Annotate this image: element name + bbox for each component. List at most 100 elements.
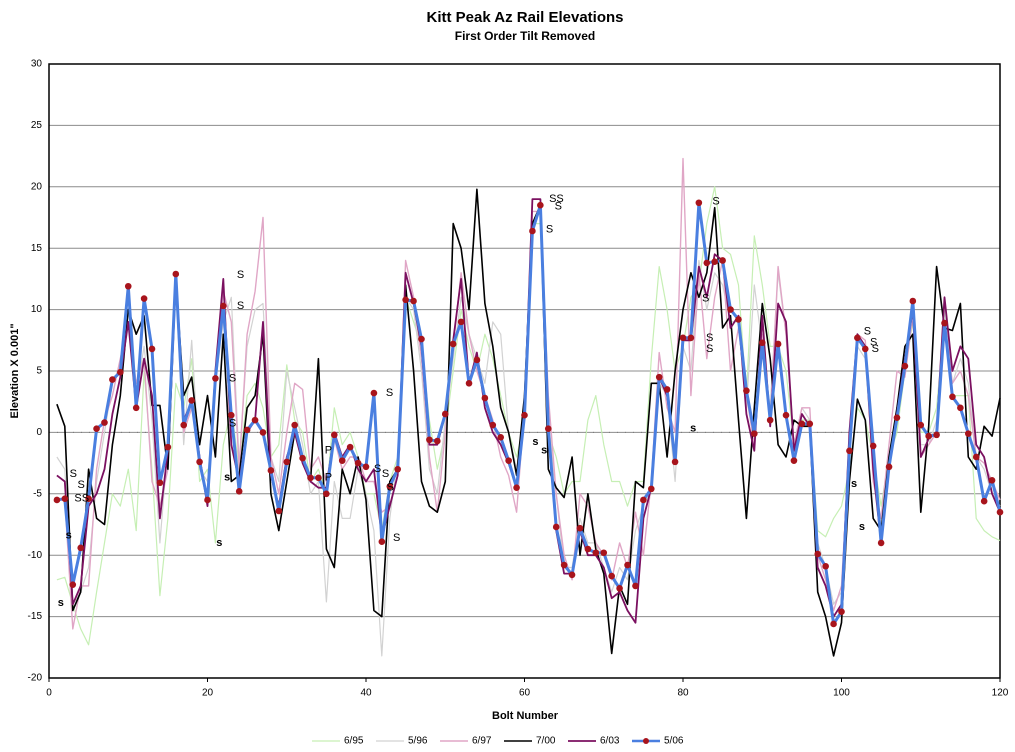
y-axis-label: Elevation X 0.001" [9, 323, 21, 418]
annotation: s [851, 478, 857, 490]
annotation: S [382, 468, 389, 480]
data-point [537, 201, 544, 209]
annotation: S [387, 482, 394, 494]
data-point [93, 425, 100, 433]
data-point [695, 199, 703, 207]
data-point [77, 544, 84, 552]
annotation: S [237, 300, 244, 312]
data-point [782, 411, 790, 419]
data-point [243, 426, 251, 434]
data-point [885, 463, 893, 471]
data-point [703, 259, 711, 267]
annotation: s [532, 436, 538, 448]
data-point [291, 421, 298, 429]
data-point [259, 429, 267, 436]
x-tick-label: 120 [992, 688, 1009, 699]
annotation: S [386, 387, 393, 399]
annotation: S [864, 326, 871, 338]
data-point [925, 432, 932, 440]
data-point [235, 488, 243, 495]
annotation: S [702, 292, 709, 304]
annotation: s [859, 521, 865, 533]
plot-frame [48, 63, 1001, 679]
chart-subtitle: First Order Tilt Removed [455, 29, 595, 43]
data-point [85, 495, 92, 503]
data-point [378, 538, 386, 545]
data-point [980, 497, 988, 505]
data-point [323, 490, 330, 498]
data-point [727, 306, 734, 313]
legend-label: 7/00 [536, 736, 556, 747]
data-point [132, 404, 140, 412]
y-tick-label: 30 [31, 59, 43, 70]
data-point [806, 420, 814, 428]
data-point [69, 581, 77, 588]
y-tick-label: -5 [33, 488, 42, 499]
data-point [901, 362, 909, 370]
data-point [473, 356, 481, 364]
data-point [521, 411, 528, 419]
data-point [822, 562, 829, 570]
data-point [869, 442, 877, 450]
y-tick-label: 0 [36, 427, 42, 438]
data-point [687, 334, 695, 342]
y-tick-label: 5 [36, 366, 42, 377]
series-line [56, 198, 1001, 624]
y-tick-label: -10 [28, 550, 43, 561]
data-point [861, 345, 869, 353]
y-tick-label: 15 [31, 243, 43, 254]
data-point [394, 465, 402, 473]
data-point [933, 431, 940, 439]
data-point [441, 410, 449, 418]
data-point [457, 318, 465, 326]
data-point [196, 458, 203, 466]
legend-label: 6/97 [472, 736, 492, 747]
data-point [426, 436, 433, 444]
legend-item: 6/03 [568, 736, 620, 747]
data-point [814, 550, 822, 558]
annotation: S [237, 269, 244, 281]
legend-item: 6/97 [440, 736, 492, 747]
data-point [743, 387, 750, 394]
annotation: S [555, 200, 562, 212]
x-tick-label: 0 [46, 688, 52, 699]
data-point [386, 483, 394, 490]
data-point [164, 443, 172, 451]
chart-title: Kitt Peak Az Rail Elevations [426, 9, 623, 26]
data-point [877, 539, 885, 547]
annotation: S [706, 343, 713, 355]
data-point [679, 334, 687, 342]
legend-label: 6/95 [344, 736, 364, 747]
data-point [449, 340, 457, 348]
data-point [188, 397, 195, 404]
series-line [56, 188, 1001, 657]
data-point [354, 459, 362, 467]
annotation: s [690, 423, 696, 435]
data-point [109, 376, 116, 383]
data-point [576, 524, 584, 532]
annotation: S [70, 468, 77, 480]
legend-marker [643, 738, 649, 744]
annotation: S [78, 479, 85, 491]
data-point [283, 458, 291, 466]
data-point [711, 258, 718, 266]
legend-item: 6/95 [312, 736, 364, 747]
annotation: S [712, 195, 719, 207]
data-point [893, 414, 901, 421]
data-point [719, 257, 726, 264]
annotation: SS [549, 193, 564, 205]
data-point [941, 319, 948, 327]
data-point [798, 420, 806, 428]
data-point [227, 411, 235, 419]
data-point [267, 467, 275, 474]
legend-label: 6/03 [600, 736, 620, 747]
data-point [766, 416, 774, 424]
data-point [640, 496, 647, 504]
data-point [830, 620, 837, 628]
data-point [172, 270, 180, 278]
annotation: P [325, 445, 332, 457]
annotation: S [706, 332, 713, 344]
legend-item: 5/96 [376, 736, 428, 747]
data-point [608, 572, 615, 580]
data-point [972, 453, 980, 461]
